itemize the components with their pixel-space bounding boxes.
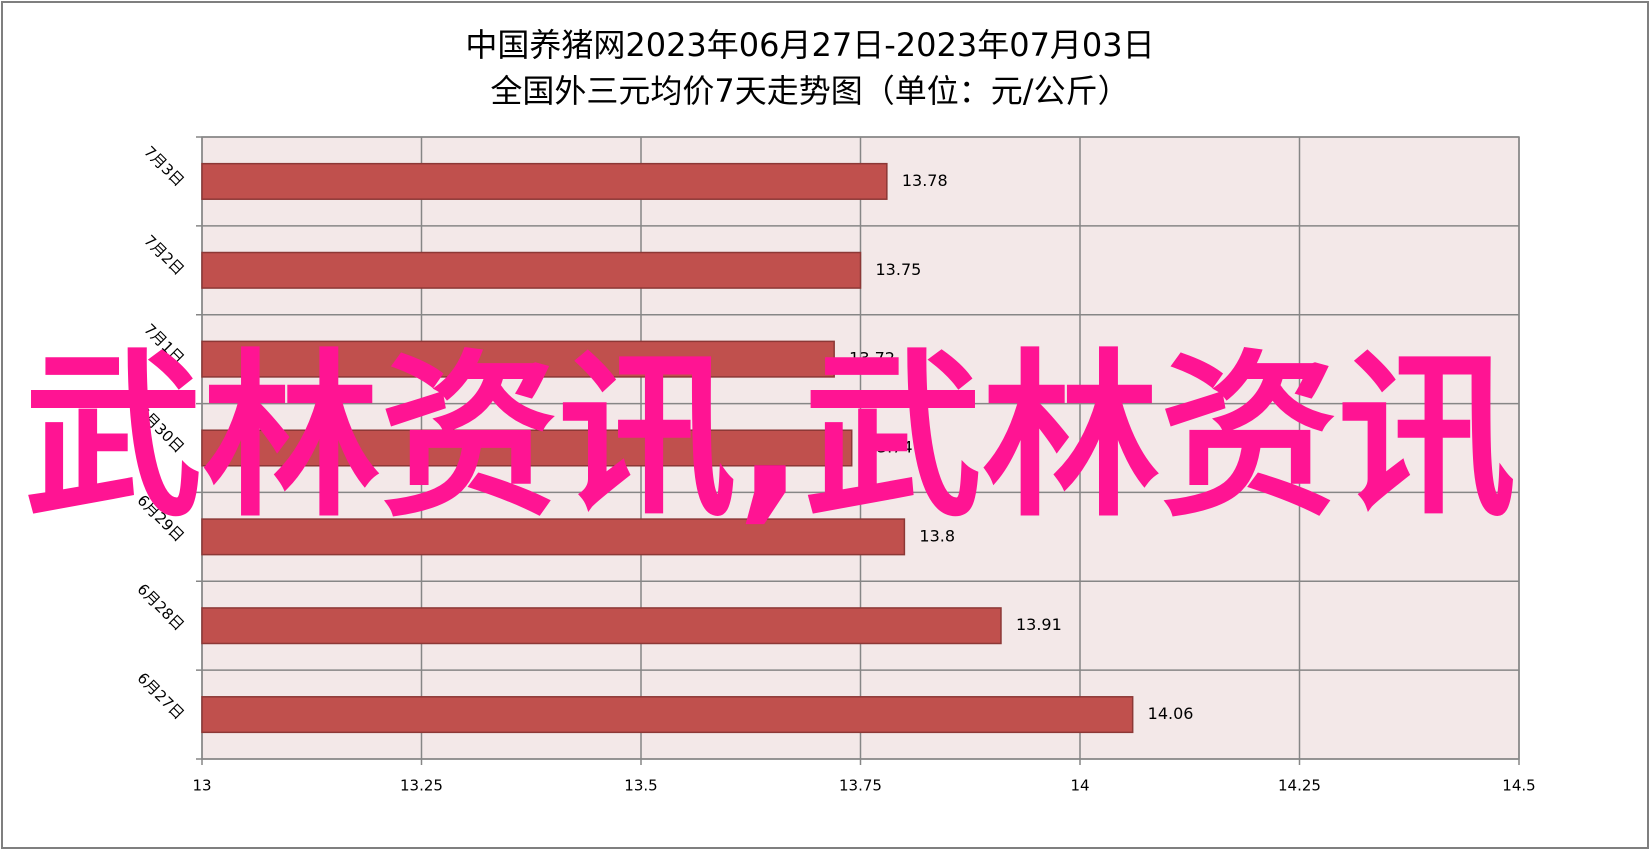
value-label: 13.78	[902, 171, 948, 190]
bar	[201, 696, 1134, 734]
x-tick-label: 14.5	[1502, 777, 1535, 795]
watermark: 武林资讯,武林资讯	[24, 334, 1516, 541]
bar	[201, 162, 888, 200]
bar	[201, 518, 906, 556]
value-label: 13.75	[876, 260, 922, 279]
bar	[201, 429, 853, 467]
chart-title: 中国养猪网2023年06月27日-2023年07月03日	[465, 26, 1154, 64]
plot-area: 13 13.25 13.5 13.75 14 14.25 14.514.066月27日13.…	[134, 136, 1536, 795]
value-label: 13.8	[919, 526, 955, 545]
bar	[201, 340, 835, 378]
x-tick-label: 14	[1070, 777, 1089, 795]
x-tick-label: 13	[192, 777, 211, 795]
value-label: 13.72	[849, 349, 895, 368]
chart-subtitle: 全国外三元均价7天走势图（单位：元/公斤）	[490, 72, 1129, 110]
bar	[201, 251, 862, 289]
x-tick-label: 13.5	[624, 777, 657, 795]
x-tick-label: 13.75	[839, 777, 882, 795]
value-label: 13.91	[1016, 615, 1062, 634]
value-label: 14.06	[1148, 704, 1194, 723]
bar	[201, 607, 1002, 645]
x-tick-label: 14.25	[1278, 777, 1321, 795]
value-label: 13.74	[867, 438, 913, 457]
x-tick-label: 13.25	[400, 777, 443, 795]
